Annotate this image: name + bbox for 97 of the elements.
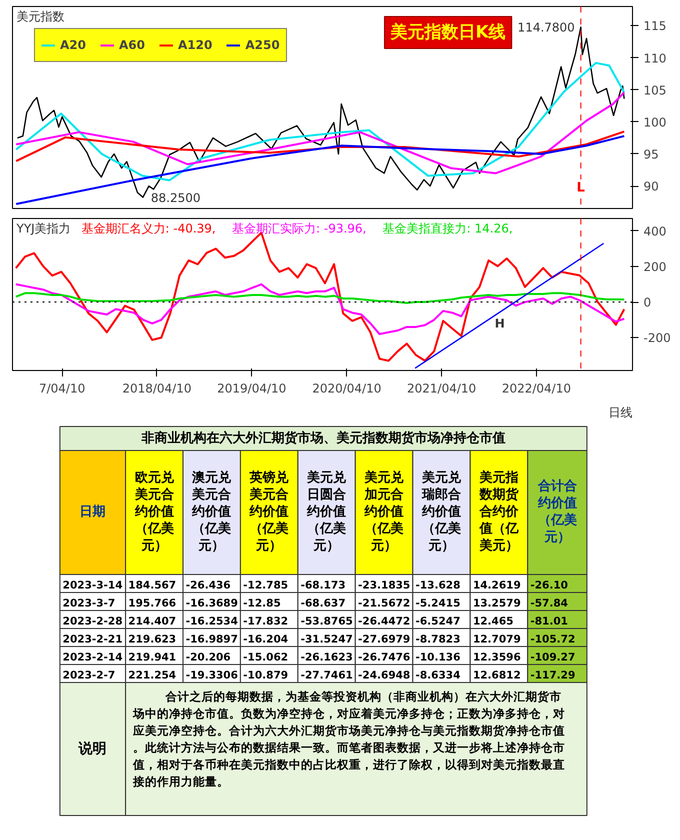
text: -53.8765 <box>300 616 353 628</box>
chart-title: YYJ美指力 <box>16 222 71 236</box>
x-tick-label: 7/04/10 <box>38 382 86 396</box>
x-tick-label: 2019/04/10 <box>217 382 286 396</box>
text: 214.407 <box>128 616 176 628</box>
text: 合计合约价值（亿美元） <box>536 478 577 545</box>
text: -16.9897 <box>186 634 238 646</box>
x-tick-label: 2021/04/10 <box>407 382 476 396</box>
text: 基金期汇实际力: -93.96, <box>232 222 366 236</box>
text: -23.1835 <box>358 580 410 592</box>
text: 非商业机构在六大外汇期货市场、美元指数期货市场净持仓市值 <box>140 430 506 446</box>
annotation: 88.2500 <box>150 190 201 205</box>
text: 13.2579 <box>472 598 521 610</box>
text: 英镑兑美元合约价值（亿美元） <box>248 470 290 554</box>
text: -26.4472 <box>358 616 410 628</box>
text: 基金美指直接力: 14.26, <box>382 222 513 236</box>
text: -26.1623 <box>300 652 353 664</box>
x-tick-label: 2020/04/10 <box>312 382 382 396</box>
text: 美元兑加元合约价值（亿美元） <box>364 470 405 554</box>
text: -10.136 <box>416 652 460 664</box>
annotation: H <box>494 316 505 331</box>
text: 澳元兑美元合约价值（亿美元） <box>191 470 232 554</box>
text: -12.785 <box>243 580 288 592</box>
y-tick-label: 105 <box>644 83 666 98</box>
text: -12.85 <box>243 598 281 610</box>
y-tick-label: 0 <box>644 296 652 310</box>
ref-line-label: L <box>576 180 585 196</box>
text: -13.628 <box>416 580 460 592</box>
text: 195.766 <box>128 598 176 610</box>
text: -109.27 <box>530 652 576 664</box>
text: 2023-2-14 <box>62 652 123 664</box>
y-tick-label: 90 <box>644 180 659 194</box>
text: 12.465 <box>472 616 514 628</box>
text: -31.5247 <box>300 634 353 646</box>
chart-title: 美元指数 <box>16 10 64 24</box>
text: -8.6334 <box>416 670 460 682</box>
text: 2023-3-14 <box>62 580 123 592</box>
y-tick-label: 95 <box>644 147 659 162</box>
text: -27.6979 <box>358 634 410 646</box>
x-tick-label: 2018/04/10 <box>122 382 192 396</box>
text: -57.84 <box>530 598 568 610</box>
x-tick-label: 2022/04/10 <box>502 382 571 396</box>
text: -15.062 <box>243 652 288 664</box>
y-tick-label: 115 <box>644 19 666 34</box>
y-tick-label: 200 <box>644 260 666 274</box>
text: -16.204 <box>243 634 288 646</box>
y-tick-label: 110 <box>644 51 666 66</box>
annotation: 114.7800 <box>518 20 575 35</box>
text: -105.72 <box>530 634 576 646</box>
series-label: 基金期汇名义力: -40.39, <box>81 222 216 236</box>
text: 219.941 <box>128 652 176 664</box>
y-tick-label: 400 <box>644 224 666 238</box>
text: 2023-3-7 <box>62 598 116 610</box>
legend-label: A20 <box>60 38 86 52</box>
text: 2023-2-21 <box>62 634 123 646</box>
text: -26.436 <box>186 580 231 592</box>
y-tick-label: 100 <box>644 115 666 130</box>
text: -26.7476 <box>358 652 410 664</box>
text: -20.206 <box>186 652 231 664</box>
text: -21.5672 <box>358 598 410 610</box>
y-tick-label: -200 <box>644 331 671 346</box>
text: 日期 <box>80 504 106 520</box>
text: 221.254 <box>128 670 176 682</box>
text: 美元指数期货合约价值（亿美元） <box>478 470 520 554</box>
text: 14.2619 <box>472 580 521 592</box>
text: -68.637 <box>300 598 346 610</box>
text: 美元兑瑞郎合约价值（亿美元） <box>420 470 462 554</box>
text: 2023-2-28 <box>62 616 123 628</box>
text: -81.01 <box>530 616 568 628</box>
text: -26.10 <box>530 580 568 592</box>
text: -16.2534 <box>186 616 238 628</box>
legend-label: A250 <box>245 38 280 52</box>
text: -6.5247 <box>416 616 460 628</box>
text: 日线 <box>608 406 632 420</box>
text: -16.3689 <box>186 598 238 610</box>
text: -5.2415 <box>416 598 460 610</box>
text: 2023-2-7 <box>62 670 116 682</box>
text: -24.6948 <box>358 670 410 682</box>
text: 欧元兑美元合约价值（亿美元） <box>134 470 175 554</box>
text: -19.3306 <box>186 670 238 682</box>
text: -68.173 <box>300 580 346 592</box>
text: 说明 <box>78 741 107 757</box>
text: 美元兑日圆合约价值（亿美元） <box>306 470 348 554</box>
text: -27.7461 <box>300 670 353 682</box>
text: -117.29 <box>530 670 576 682</box>
text: 184.567 <box>128 580 176 592</box>
text: 12.7079 <box>472 634 521 646</box>
text: 12.6812 <box>472 670 521 682</box>
text: 合计之后的每期数据，为基金等投资机构（非商业机构）在六大外汇期货市场中的净持仓市值。负数为净空持仓，对应着美元净多持仓；正数为净多持仓，对应美元净空持仓。合计为六大外汇期货市场美元净持仓与美元指数期货净持仓市值。此统计方法与公布的数据结果一致。而笔者图表数据，又进一步将上述净持仓市值，相对于各币种在美元指数中的占比权重，进行了除权，以得到对美元指数最直接的作用力能量。 <box>132 690 565 788</box>
text: -10.879 <box>243 670 288 682</box>
legend-label: A60 <box>119 38 145 52</box>
text: 219.623 <box>128 634 176 646</box>
text: -8.7823 <box>416 634 460 646</box>
legend-label: A120 <box>178 38 212 52</box>
text: 12.3596 <box>472 652 521 664</box>
text: -17.832 <box>243 616 288 628</box>
annotation: 美元指数日K线 <box>390 22 506 42</box>
